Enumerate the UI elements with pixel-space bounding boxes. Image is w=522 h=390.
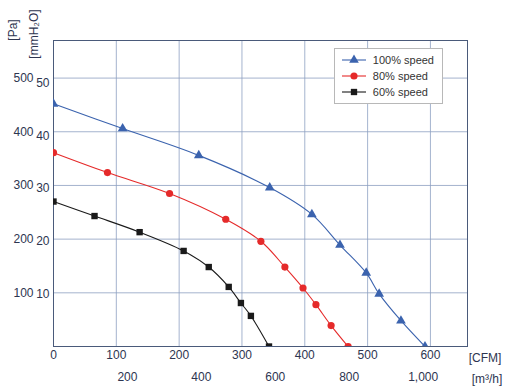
svg-text:[mmH₂O]: [mmH₂O] (27, 9, 41, 58)
svg-text:400: 400 (191, 370, 211, 384)
svg-text:[m³/h]: [m³/h] (472, 372, 503, 386)
svg-text:500: 500 (358, 348, 378, 362)
svg-text:200: 200 (117, 370, 137, 384)
html-text:60% speed: 60% speed (372, 86, 428, 98)
svg-text:100: 100 (106, 348, 126, 362)
html-text:80% speed: 80% speed (372, 70, 428, 82)
svg-text:20: 20 (36, 234, 50, 248)
svg-text:30: 30 (36, 181, 50, 195)
svg-text:40: 40 (36, 129, 50, 143)
svg-text:[Pa]: [Pa] (6, 19, 20, 40)
svg-text:10: 10 (36, 287, 50, 301)
html-text:100% speed: 100% speed (372, 54, 434, 66)
svg-text:300: 300 (13, 178, 33, 192)
svg-text:300: 300 (232, 348, 252, 362)
svg-text:600: 600 (420, 348, 440, 362)
svg-text:50: 50 (36, 76, 50, 90)
svg-text:500: 500 (13, 71, 33, 85)
svg-text:200: 200 (169, 348, 189, 362)
svg-text:1,000: 1,000 (408, 370, 438, 384)
svg-text:100: 100 (13, 286, 33, 300)
svg-text:0: 0 (50, 348, 57, 362)
svg-text:600: 600 (265, 370, 285, 384)
svg-text:800: 800 (339, 370, 359, 384)
svg-text:400: 400 (13, 125, 33, 139)
svg-text:400: 400 (295, 348, 315, 362)
svg-text:[CFM]: [CFM] (469, 351, 502, 365)
svg-text:200: 200 (13, 232, 33, 246)
